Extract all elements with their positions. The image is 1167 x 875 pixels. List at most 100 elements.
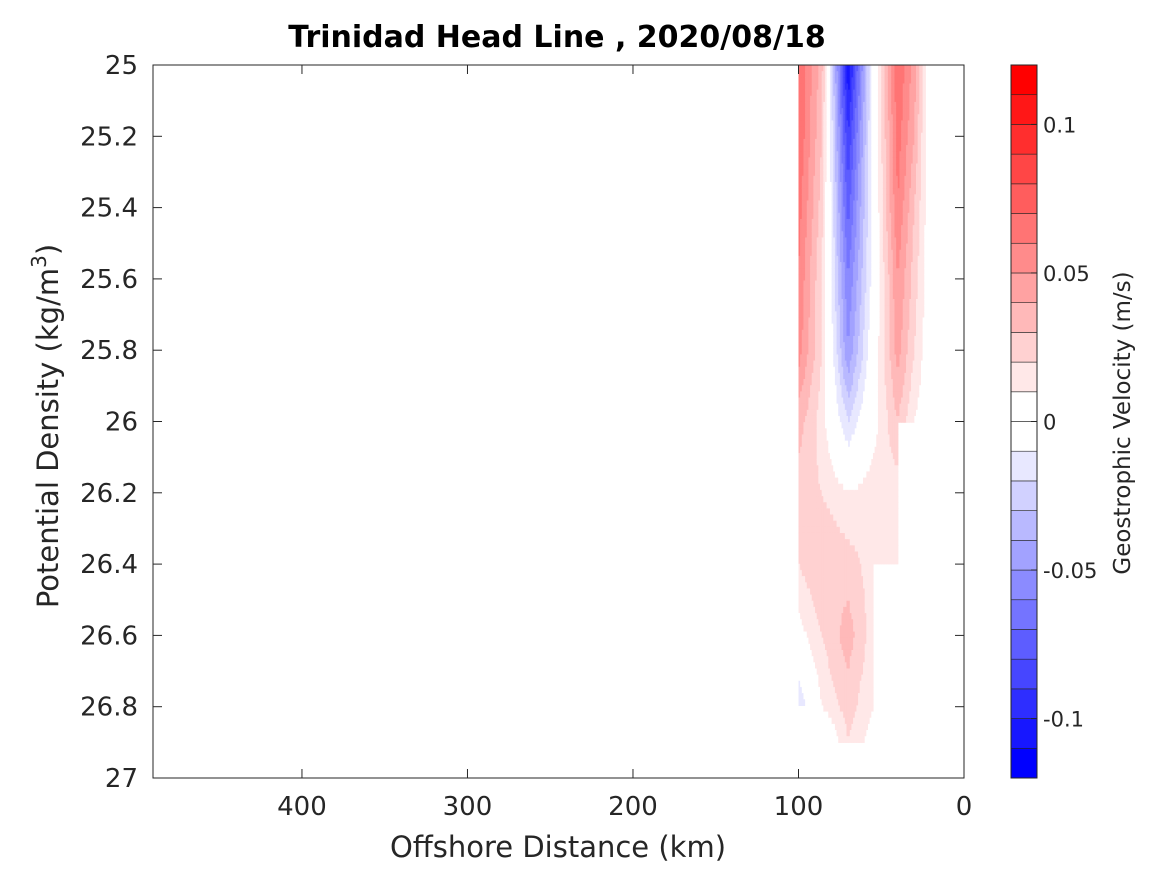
contour-cell — [811, 71, 814, 78]
contour-cell — [800, 526, 803, 534]
contour-cell — [859, 95, 862, 103]
contour-cell — [831, 545, 834, 553]
contour-cell — [846, 545, 849, 553]
contour-cell — [801, 225, 805, 232]
contour-cell — [801, 539, 805, 546]
contour-cell — [846, 194, 849, 202]
contour-cell — [811, 496, 814, 503]
contour-cell — [810, 594, 813, 602]
contour-cell — [866, 175, 869, 183]
contour-cell — [856, 600, 859, 608]
contour-cell — [833, 551, 836, 559]
contour-cell — [851, 730, 854, 737]
contour-cell — [824, 206, 828, 214]
contour-cell — [869, 582, 872, 590]
contour-cell — [858, 452, 861, 460]
contour-cell — [863, 625, 866, 633]
contour-cell — [815, 576, 818, 583]
contour-cell — [831, 569, 834, 577]
contour-cell — [813, 335, 816, 343]
contour-cell — [854, 132, 858, 140]
contour-cell — [816, 557, 819, 565]
contour-cell — [861, 89, 864, 97]
contour-cell — [810, 323, 813, 331]
contour-cell — [858, 649, 861, 657]
contour-cell — [854, 551, 858, 559]
contour-cell — [861, 120, 864, 128]
contour-cell — [821, 225, 824, 232]
contour-cell — [846, 108, 849, 115]
contour-cell — [808, 477, 811, 485]
contour-cell — [811, 613, 814, 620]
contour-cell — [851, 145, 854, 152]
contour-cell — [849, 483, 853, 491]
contour-cell — [801, 200, 805, 208]
contour-cell — [816, 594, 819, 602]
contour-cell — [848, 138, 851, 146]
contour-cell — [872, 385, 876, 392]
contour-cell — [851, 446, 854, 454]
contour-cell — [801, 496, 805, 503]
contour-cell — [856, 83, 859, 91]
contour-cell — [854, 95, 858, 103]
contour-cell — [798, 409, 801, 417]
contour-cell — [838, 335, 841, 343]
contour-cell — [805, 126, 808, 134]
contour-cell — [849, 391, 853, 399]
contour-cell — [824, 557, 828, 565]
contour-cell — [803, 249, 806, 257]
contour-cell — [805, 520, 808, 528]
contour-cell — [859, 526, 862, 534]
contour-cell — [868, 551, 871, 559]
contour-cell — [864, 545, 867, 553]
contour-cell — [815, 625, 818, 633]
contour-cell — [853, 151, 856, 158]
contour-cell — [803, 594, 806, 602]
contour-cell — [871, 637, 874, 645]
contour-cell — [854, 674, 858, 682]
contour-cell — [821, 637, 824, 645]
contour-cell — [853, 145, 856, 152]
contour-cell — [839, 619, 843, 626]
contour-cell — [863, 465, 866, 473]
contour-cell — [811, 101, 814, 109]
contour-cell — [868, 206, 871, 214]
contour-cell — [801, 643, 805, 651]
contour-cell — [864, 274, 867, 282]
contour-cell — [851, 366, 854, 374]
contour-cell — [843, 108, 846, 115]
contour-cell — [858, 471, 861, 479]
contour-cell — [811, 317, 814, 325]
contour-cell — [858, 292, 861, 300]
contour-cell — [816, 101, 819, 109]
contour-cell — [803, 606, 806, 614]
contour-cell — [839, 182, 843, 189]
contour-cell — [872, 120, 876, 128]
contour-cell — [848, 120, 851, 128]
contour-cell — [854, 145, 858, 152]
contour-cell — [848, 323, 851, 331]
contour-cell — [871, 65, 874, 72]
contour-cell — [864, 101, 867, 109]
contour-cell — [834, 619, 838, 626]
contour-cell — [829, 403, 833, 411]
contour-cell — [863, 471, 866, 479]
contour-cell — [874, 225, 877, 232]
contour-cell — [816, 317, 819, 325]
contour-cell — [864, 434, 867, 442]
contour-cell — [816, 693, 819, 700]
contour-cell — [838, 391, 841, 399]
contour-cell — [854, 348, 858, 356]
contour-cell — [820, 255, 823, 263]
contour-cell — [863, 317, 866, 325]
contour-cell — [844, 736, 848, 743]
contour-cell — [833, 428, 836, 436]
contour-cell — [808, 699, 811, 707]
contour-cell — [853, 225, 856, 232]
contour-cell — [810, 292, 813, 300]
contour-cell — [803, 508, 806, 516]
contour-cell — [868, 237, 871, 245]
contour-cell — [818, 175, 821, 183]
contour-cell — [801, 668, 805, 676]
contour-cell — [816, 218, 819, 226]
